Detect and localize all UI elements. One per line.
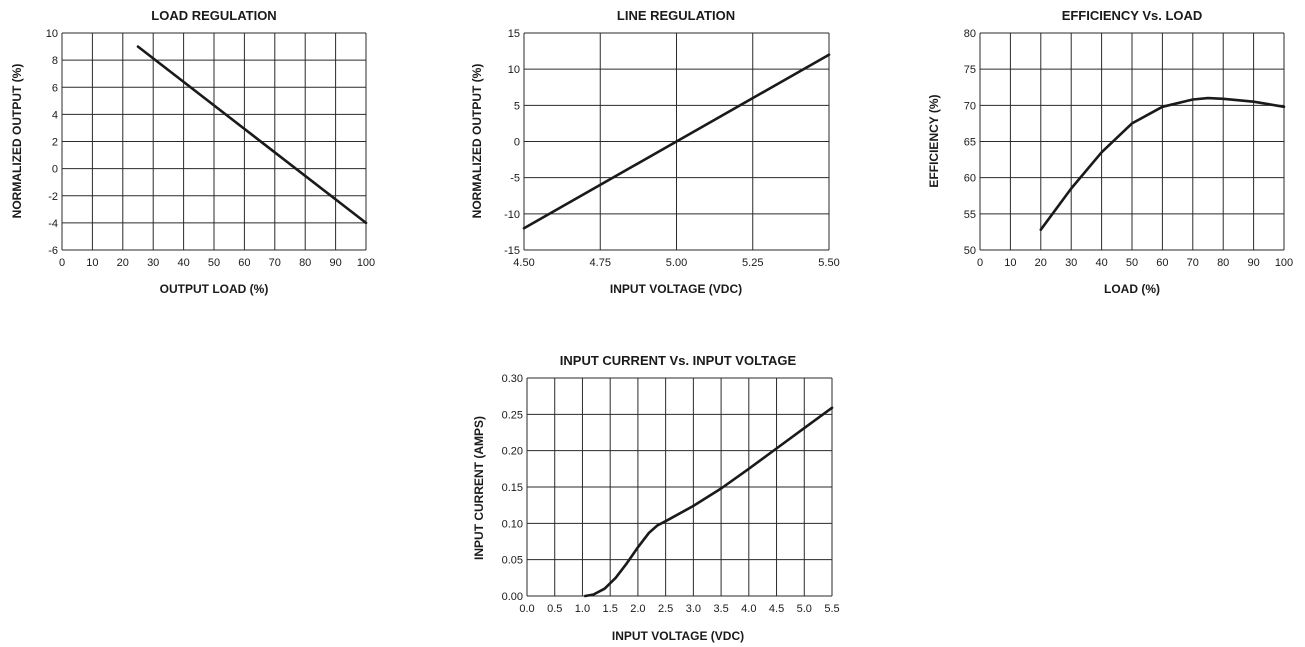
y-tick-label: 0.25 <box>502 409 523 421</box>
x-axis-label: INPUT VOLTAGE (VDC) <box>610 282 742 296</box>
x-tick-label: 50 <box>1126 257 1138 269</box>
y-tick-label: 0 <box>52 164 58 176</box>
x-tick-label: 20 <box>1035 257 1047 269</box>
x-tick-label: 5.25 <box>742 257 763 269</box>
x-tick-label: 100 <box>357 257 375 269</box>
x-tick-label: 0 <box>977 257 983 269</box>
y-tick-label: 55 <box>964 209 976 221</box>
y-tick-label: -4 <box>48 218 58 230</box>
x-tick-label: 5.00 <box>666 257 687 269</box>
x-tick-label: 3.0 <box>686 603 701 615</box>
y-tick-label: 10 <box>508 64 520 76</box>
y-tick-label: 0.05 <box>502 555 523 567</box>
y-tick-label: 10 <box>46 28 58 40</box>
x-tick-label: 1.5 <box>603 603 618 615</box>
x-tick-label: 2.5 <box>658 603 673 615</box>
load-regulation-chart: LOAD REGULATION OUTPUT LOAD (%) NORMALIZ… <box>10 8 375 296</box>
x-tick-label: 70 <box>269 257 281 269</box>
x-tick-label: 80 <box>299 257 311 269</box>
x-tick-label: 0.5 <box>547 603 562 615</box>
line-regulation-chart: LINE REGULATION INPUT VOLTAGE (VDC) NORM… <box>470 8 840 296</box>
efficiency-vs-load-chart: EFFICIENCY Vs. LOAD LOAD (%) EFFICIENCY … <box>927 8 1293 296</box>
y-tick-label: -15 <box>504 245 520 257</box>
y-tick-label: -5 <box>510 173 520 185</box>
y-axis-label: EFFICIENCY (%) <box>927 94 941 187</box>
x-tick-label: 1.0 <box>575 603 590 615</box>
x-tick-label: 2.0 <box>630 603 645 615</box>
data-line <box>136 45 368 225</box>
x-tick-label: 0 <box>59 257 65 269</box>
x-axis-label: OUTPUT LOAD (%) <box>160 282 269 296</box>
x-tick-label: 20 <box>117 257 129 269</box>
y-tick-label: 8 <box>52 55 58 67</box>
y-tick-label: 0.15 <box>502 482 523 494</box>
chart-title: LINE REGULATION <box>617 8 735 23</box>
y-tick-label: -6 <box>48 245 58 257</box>
x-tick-label: 80 <box>1217 257 1229 269</box>
x-tick-label: 30 <box>147 257 159 269</box>
x-tick-label: 70 <box>1187 257 1199 269</box>
x-tick-label: 10 <box>86 257 98 269</box>
x-tick-label: 50 <box>208 257 220 269</box>
y-tick-label: 60 <box>964 173 976 185</box>
x-tick-label: 10 <box>1004 257 1016 269</box>
x-tick-label: 90 <box>329 257 341 269</box>
x-tick-label: 0.0 <box>519 603 534 615</box>
x-tick-label: 30 <box>1065 257 1077 269</box>
y-axis-label: NORMALIZED OUTPUT (%) <box>10 64 24 219</box>
x-tick-label: 4.0 <box>741 603 756 615</box>
x-tick-label: 100 <box>1275 257 1293 269</box>
y-tick-label: 0.00 <box>502 591 523 603</box>
x-tick-label: 5.0 <box>797 603 812 615</box>
x-tick-label: 3.5 <box>713 603 728 615</box>
x-tick-label: 40 <box>1095 257 1107 269</box>
y-tick-label: 4 <box>52 109 58 121</box>
y-tick-label: 0.30 <box>502 373 523 385</box>
y-tick-label: 0 <box>514 137 520 149</box>
data-line <box>1039 96 1286 231</box>
x-tick-label: 4.50 <box>513 257 534 269</box>
x-tick-label: 90 <box>1247 257 1259 269</box>
y-tick-label: 6 <box>52 82 58 94</box>
y-tick-label: 2 <box>52 137 58 149</box>
y-tick-label: 0.10 <box>502 518 523 530</box>
y-tick-label: 5 <box>514 100 520 112</box>
x-tick-label: 40 <box>177 257 189 269</box>
y-tick-label: 80 <box>964 28 976 40</box>
y-tick-label: 75 <box>964 64 976 76</box>
x-tick-label: 60 <box>1156 257 1168 269</box>
y-axis-label: INPUT CURRENT (AMPS) <box>472 416 486 560</box>
chart-title: INPUT CURRENT Vs. INPUT VOLTAGE <box>560 353 797 368</box>
chart-title: LOAD REGULATION <box>151 8 276 23</box>
x-tick-label: 5.50 <box>818 257 839 269</box>
data-line <box>522 53 831 230</box>
y-axis-label: NORMALIZED OUTPUT (%) <box>470 64 484 219</box>
y-tick-label: 50 <box>964 245 976 257</box>
y-tick-label: 70 <box>964 100 976 112</box>
x-tick-label: 4.5 <box>769 603 784 615</box>
y-tick-label: -10 <box>504 209 520 221</box>
y-tick-label: 65 <box>964 137 976 149</box>
y-tick-label: -2 <box>48 191 58 203</box>
x-axis-label: INPUT VOLTAGE (VDC) <box>612 629 744 643</box>
y-tick-label: 15 <box>508 28 520 40</box>
x-tick-label: 4.75 <box>590 257 611 269</box>
x-tick-label: 5.5 <box>824 603 839 615</box>
x-tick-label: 60 <box>238 257 250 269</box>
chart-title: EFFICIENCY Vs. LOAD <box>1062 8 1203 23</box>
x-axis-label: LOAD (%) <box>1104 282 1160 296</box>
data-line <box>583 406 834 598</box>
y-tick-label: 0.20 <box>502 446 523 458</box>
input-current-vs-voltage-chart: INPUT CURRENT Vs. INPUT VOLTAGE INPUT VO… <box>472 353 840 643</box>
